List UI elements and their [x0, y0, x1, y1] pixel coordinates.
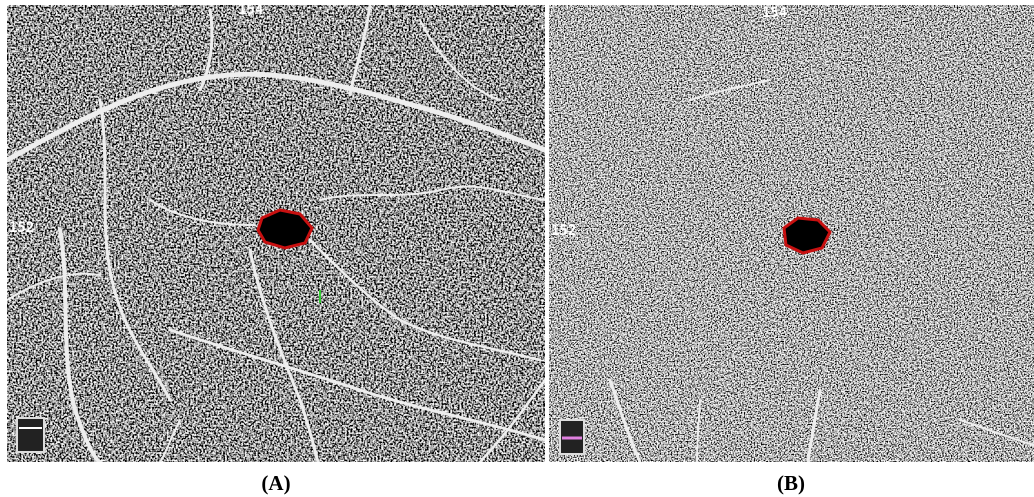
icon: [17, 418, 44, 452]
panel-a: 154 152: [7, 2, 545, 462]
top-marker: 154: [238, 2, 263, 18]
top-marker: 154: [762, 5, 787, 21]
panel-b: 154 152: [549, 5, 1034, 462]
panel-label: (A): [261, 471, 290, 495]
figure: 154 152 154 152 (A) (B): [0, 0, 1034, 497]
faz-outline: [784, 218, 830, 253]
panel-label: (B): [777, 471, 805, 495]
left-marker: 152: [551, 223, 576, 239]
left-marker: 152: [9, 220, 34, 236]
